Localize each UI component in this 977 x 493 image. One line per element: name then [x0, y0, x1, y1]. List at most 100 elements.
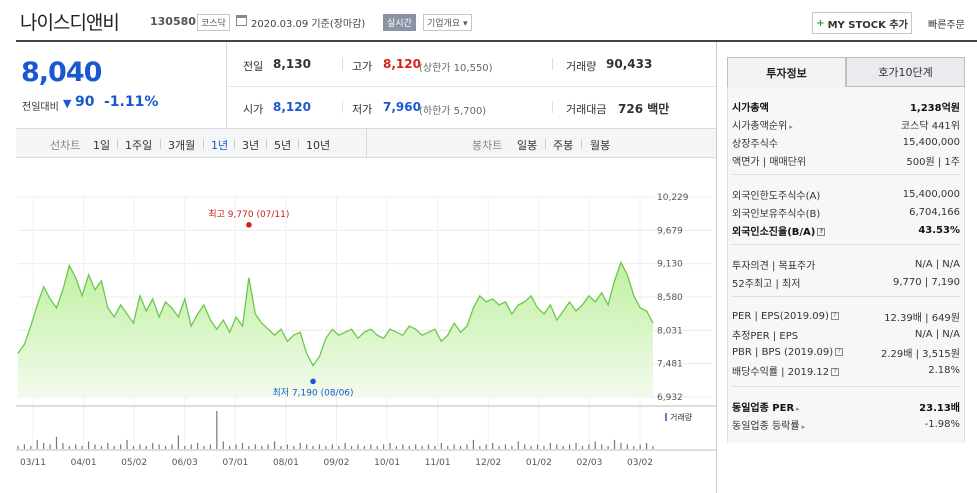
volume-bar — [55, 436, 58, 449]
volume-bar — [152, 442, 154, 449]
company-overview-dropdown[interactable]: 기업개요 ▾ — [423, 14, 472, 31]
candle-daily[interactable]: 일봉 — [517, 139, 538, 152]
volume-bar — [575, 442, 577, 449]
volume-bar — [562, 445, 564, 449]
period-3y[interactable]: 3년 — [242, 139, 260, 152]
volume-bar — [248, 445, 250, 449]
x-tick-label: 06/03 — [172, 458, 198, 468]
period-1y[interactable]: 1년 — [211, 139, 229, 152]
high-value: 8,120 — [383, 57, 421, 71]
volume-bar — [273, 441, 276, 449]
info-row-label: PBR | BPS (2019.09)? — [732, 347, 844, 358]
info-row-label: 동일업종 PER ▸ — [732, 399, 800, 414]
realtime-button[interactable]: 실시간 — [383, 14, 416, 31]
help-icon[interactable]: ? — [830, 312, 839, 320]
amount-value: 726 백만 — [618, 102, 670, 116]
tab-investment-info[interactable]: 투자정보 — [727, 57, 846, 87]
help-icon[interactable]: ? — [835, 348, 844, 356]
info-row-label: 외국인보유주식수(B) — [732, 205, 820, 220]
upper-limit: (상한가 10,550) — [419, 63, 493, 74]
x-tick-label: 07/01 — [222, 458, 248, 468]
volume-bar — [229, 445, 231, 449]
price-chart[interactable]: 10,229 9,679 9,130 8,580 8,031 7,481 6,932 03/… — [0, 160, 716, 493]
volume-bar — [453, 444, 455, 449]
volume-value: 90,433 — [606, 57, 653, 71]
chevron-right-icon[interactable]: ▸ — [796, 405, 800, 413]
info-row: 투자의견 | 목표주가 N/A | N/A — [732, 256, 960, 273]
volume-bar — [344, 442, 346, 449]
low-value: 7,960 — [383, 100, 421, 114]
volume-bar — [164, 445, 167, 449]
volume-bar — [49, 444, 51, 449]
price-line — [17, 260, 654, 367]
volume-bar — [306, 444, 308, 449]
volume-bar — [543, 445, 545, 449]
volume-bar — [145, 445, 147, 449]
x-tick-label: 05/02 — [121, 458, 147, 468]
period-1d[interactable]: 1일 — [93, 139, 111, 152]
period-5y[interactable]: 5년 — [274, 139, 292, 152]
candle-chart-label: 봉차트 — [472, 139, 503, 152]
volume-bar — [620, 442, 622, 449]
volume-bar — [652, 445, 654, 449]
volume-bar — [402, 444, 404, 449]
chevron-right-icon[interactable]: ▸ — [801, 423, 806, 431]
volume-bar — [267, 444, 269, 449]
info-row: 52주최고 | 최저 9,770 | 7,190 — [732, 274, 960, 291]
amount-label: 거래대금 — [566, 103, 607, 116]
help-icon[interactable]: ? — [817, 228, 826, 236]
volume-bar — [286, 444, 288, 449]
y-tick-label: 10,229 — [657, 193, 689, 203]
info-row-label-text: 추정PER | EPS — [732, 331, 799, 342]
volume-bar — [36, 439, 38, 449]
volume-bar — [338, 445, 340, 449]
quick-order-link[interactable]: 빠른주문 — [928, 20, 965, 31]
divider — [234, 139, 235, 149]
info-row-label: 상장주식수 — [732, 135, 778, 150]
down-triangle-icon: ▼ — [63, 97, 72, 110]
prev-close-value: 8,130 — [273, 57, 311, 71]
info-row: PER | EPS(2019.09)? 12.39배 | 649원 — [732, 308, 960, 325]
volume-bar — [601, 444, 603, 449]
chevron-right-icon[interactable]: ▸ — [789, 123, 793, 131]
volume-bar — [434, 445, 436, 449]
volume-bar — [177, 435, 179, 449]
volume-bar — [293, 445, 295, 449]
divider — [366, 128, 367, 158]
volume-bar — [299, 442, 301, 449]
line-chart-label: 선차트 — [50, 139, 81, 152]
info-row-label: 52주최고 | 최저 — [732, 275, 800, 290]
volume-bar — [376, 445, 378, 449]
volume-bar — [254, 444, 256, 449]
volume-bar — [588, 444, 590, 449]
info-row-label: 시가총액순위 ▸ — [732, 117, 793, 132]
mystock-add-button[interactable]: + MY STOCK 추가 — [812, 12, 912, 34]
candle-weekly[interactable]: 주봉 — [553, 139, 574, 152]
info-row-label-text: 투자의견 | 목표주가 — [732, 261, 816, 272]
volume-bar — [363, 445, 365, 449]
x-axis-ticks: 03/11 04/01 05/02 06/03 07/01 08/01 09/02 10/01… — [20, 458, 653, 468]
volume-bar — [113, 445, 115, 449]
info-row: 시가총액 1,238억원 — [732, 98, 960, 115]
candle-monthly[interactable]: 월봉 — [590, 139, 611, 152]
x-tick-label: 12/02 — [475, 458, 501, 468]
volume-bar — [415, 444, 417, 449]
period-1w[interactable]: 1주일 — [125, 139, 153, 152]
low-annotation: 최저 7,190 (08/06) — [273, 387, 354, 398]
volume-bar — [331, 444, 333, 449]
period-10y[interactable]: 10년 — [306, 139, 331, 152]
period-3m[interactable]: 3개월 — [168, 139, 196, 152]
current-price: 8,040 — [21, 57, 102, 88]
y-axis-ticks: 10,229 9,679 9,130 8,580 8,031 7,481 6,932 — [657, 193, 689, 403]
info-row-value: 1,238억원 — [909, 103, 960, 114]
volume-bar — [203, 445, 205, 449]
volume-bar — [498, 445, 500, 449]
low-marker — [310, 378, 316, 385]
volume-bar — [447, 445, 449, 449]
divider — [732, 386, 960, 387]
help-icon[interactable]: ? — [831, 368, 840, 376]
volume-bar — [466, 444, 468, 449]
volume-bar — [504, 444, 507, 449]
tab-order-book[interactable]: 호가10단계 — [846, 57, 965, 87]
info-row-label-text: 배당수익률 | 2019.12 — [732, 367, 830, 378]
